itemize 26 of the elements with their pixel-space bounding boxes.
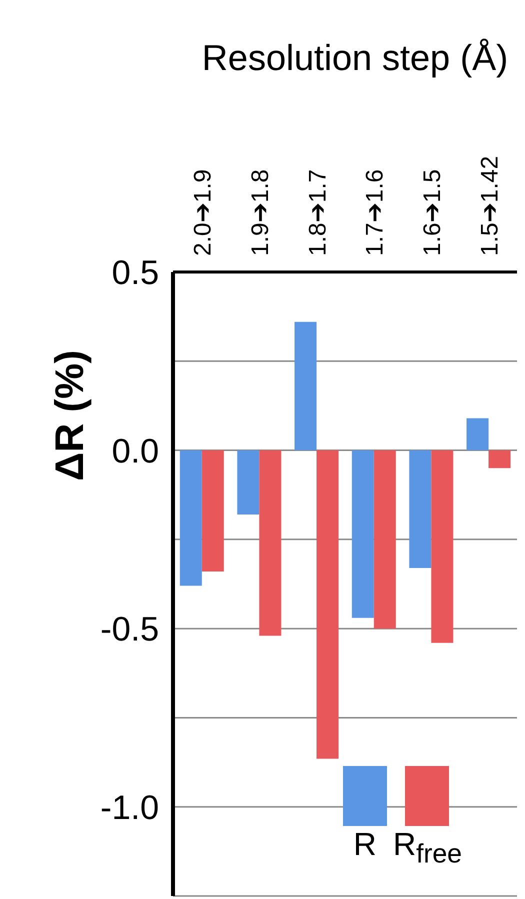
bar	[259, 450, 282, 636]
bar	[409, 450, 432, 568]
bar	[488, 450, 511, 468]
bar	[202, 450, 224, 572]
x-tick-label: 2.0➔1.9	[190, 169, 217, 256]
y-tick-label: 0.0	[112, 432, 159, 470]
x-tick-label: 1.5➔1.42	[476, 156, 504, 256]
bar	[431, 450, 454, 643]
x-tick-label: 1.6➔1.5	[419, 169, 446, 256]
x-tick-label: 1.9➔1.8	[247, 169, 274, 256]
bar	[466, 418, 489, 450]
bar	[352, 450, 374, 618]
legend-label: R	[353, 826, 376, 862]
legend-label: R$_{free}$	[392, 826, 462, 870]
y-tick-label: 0.5	[112, 254, 159, 292]
x-tick-label: 1.8➔1.7	[304, 169, 332, 256]
y-tick-label: -1.0	[100, 788, 159, 827]
y-axis-title: ΔR (%)	[48, 350, 92, 482]
bar	[316, 450, 339, 759]
bar	[180, 450, 202, 586]
bar	[237, 450, 260, 514]
x-axis-title: Resolution step (Å)	[202, 37, 508, 78]
x-tick-label: 1.7➔1.6	[362, 169, 389, 256]
y-tick-label: -0.5	[100, 610, 159, 649]
bar	[374, 450, 396, 629]
bar	[294, 322, 317, 450]
